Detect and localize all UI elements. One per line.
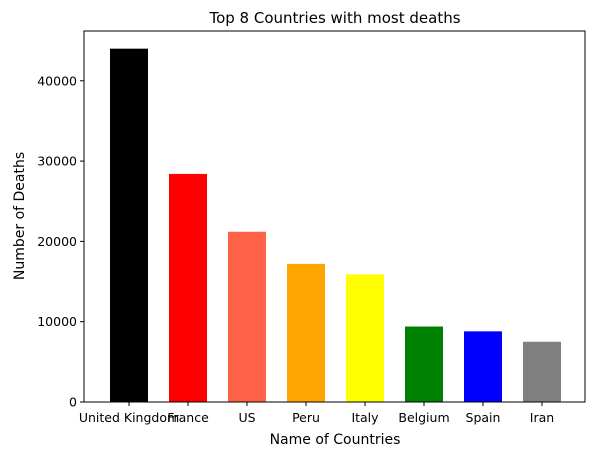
plot-frame: [83, 30, 586, 403]
x-tick-label: Italy: [351, 410, 379, 425]
bar-belgium: [405, 326, 443, 402]
y-axis-ticks: 0 10000 20000 30000 40000: [37, 73, 84, 410]
x-tick-label: United Kingdom: [79, 410, 179, 425]
x-tick-label: US: [238, 410, 255, 425]
y-tick-label: 20000: [37, 234, 77, 249]
bar-spain: [464, 331, 502, 402]
bar-iran: [523, 341, 561, 402]
y-tick-label: 40000: [37, 73, 77, 88]
y-tick-label: 0: [69, 395, 77, 410]
bar-france: [169, 173, 207, 402]
bars-group: [110, 48, 561, 403]
x-tick-label: Spain: [466, 410, 501, 425]
bar-united-kingdom: [110, 48, 148, 403]
x-tick-label: Peru: [292, 410, 320, 425]
x-tick-label: Iran: [530, 410, 554, 425]
y-axis-label: Number of Deaths: [12, 152, 28, 280]
bar-peru: [287, 263, 325, 402]
x-tick-label: Belgium: [398, 410, 449, 425]
bar-us: [228, 231, 266, 402]
x-axis-label: Name of Countries: [270, 432, 401, 448]
y-tick-label: 30000: [37, 154, 77, 169]
chart-title: Top 8 Countries with most deaths: [208, 9, 460, 27]
bar-italy: [346, 274, 384, 402]
y-tick-label: 10000: [37, 314, 77, 329]
x-tick-label: France: [167, 410, 209, 425]
